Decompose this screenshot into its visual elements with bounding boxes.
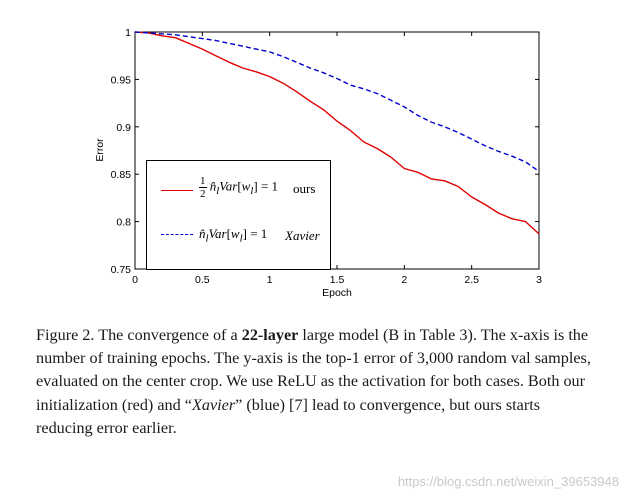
layer-subscript: l <box>240 233 243 245</box>
x-tick-label: 2 <box>401 274 407 286</box>
chart-figure: 0.75 0.8 0.85 0.9 0.95 1 0 0.5 1 1.5 2 2.5 3 Epoch … <box>0 0 631 300</box>
chart-legend: 1 2 n̂lVar[wl] = 1 ours n̂lVar[wl] = 1 X… <box>146 160 331 270</box>
x-axis-title: Epoch <box>322 287 352 299</box>
equals-one: = 1 <box>261 178 278 193</box>
y-tick-label: 1 <box>125 27 131 39</box>
y-tick-label: 0.95 <box>111 74 132 86</box>
fraction-denominator: 2 <box>199 188 207 200</box>
legend-formula-ours: 1 2 n̂lVar[wl] = 1 <box>199 175 278 200</box>
figure-caption: Figure 2. The convergence of a 22-layer … <box>36 324 596 440</box>
y-axis-title: Error <box>94 138 106 162</box>
weight-symbol: w <box>231 226 240 241</box>
y-tick-label: 0.9 <box>116 122 131 134</box>
caption-italic-term: Xavier <box>192 396 235 414</box>
variance-symbol: Var <box>219 178 237 193</box>
x-tick-label: 0.5 <box>195 274 210 286</box>
x-tick-label: 1.5 <box>330 274 345 286</box>
caption-bold-term: 22-layer <box>242 326 299 344</box>
variance-symbol: Var <box>209 226 227 241</box>
legend-swatch-xavier <box>161 234 193 235</box>
legend-formula-xavier: n̂lVar[wl] = 1 <box>199 226 267 245</box>
legend-label-xavier: Xavier <box>285 228 320 244</box>
x-tick-label: 0 <box>132 274 138 286</box>
fraction-numerator: 1 <box>199 175 207 188</box>
x-tick-label: 3 <box>536 274 542 286</box>
y-tick-label: 0.8 <box>116 217 131 229</box>
caption-lead: Figure 2. The convergence of a <box>36 326 242 344</box>
fraction-one-half: 1 2 <box>199 175 207 200</box>
y-tick-label: 0.75 <box>111 264 132 276</box>
x-tick-label: 2.5 <box>464 274 479 286</box>
series-line-xavier <box>135 32 539 171</box>
y-tick-label: 0.85 <box>111 169 132 181</box>
watermark: https://blog.csdn.net/weixin_39653948 <box>398 474 619 489</box>
layer-subscript: l <box>250 185 253 197</box>
equals-one: = 1 <box>250 226 267 241</box>
legend-swatch-ours <box>161 190 193 191</box>
x-tick-label: 1 <box>267 274 273 286</box>
legend-label-ours: ours <box>293 181 315 197</box>
